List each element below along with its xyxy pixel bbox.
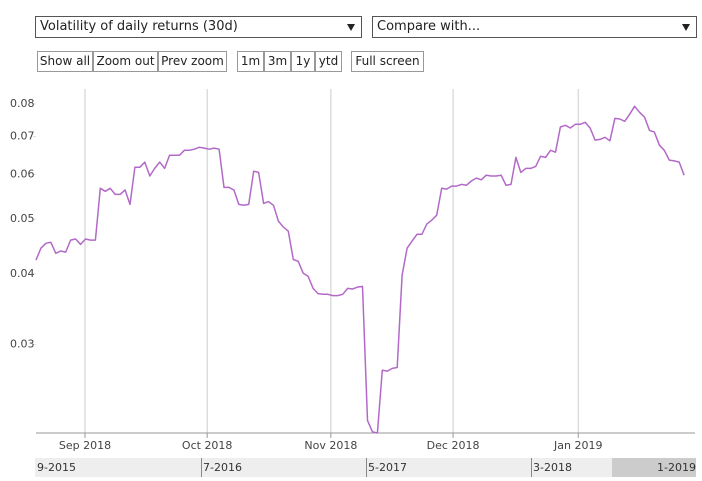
navigator-label: 3-2018 [533,461,572,474]
navigator-label: 9-2015 [37,461,76,474]
navigator-separator [201,458,202,477]
navigator-selection [612,458,696,477]
show-all-button[interactable]: Show all [37,51,93,72]
x-tick-label: Sep 2018 [59,439,111,452]
y-tick-label: 0.05 [10,212,35,225]
metric-select[interactable]: Volatility of daily returns (30d) [35,16,362,38]
x-tick-label: Oct 2018 [182,439,233,452]
x-tick-label: Dec 2018 [427,439,480,452]
chart: Sep 2018 Oct 2018 Nov 2018 Dec 2018 Jan 2019… [10,89,695,452]
range-3m-button[interactable]: 3m [264,51,291,72]
fullscreen-button[interactable]: Full screen [351,51,424,72]
x-tick-label: Nov 2018 [304,439,357,452]
compare-select-label: Compare with... [377,19,481,34]
navigator-label: 7-2016 [203,461,242,474]
range-1y-button[interactable]: 1y [291,51,315,72]
y-tick-label: 0.08 [10,97,35,110]
zoom-out-button[interactable]: Zoom out [93,51,158,72]
y-tick-label: 0.06 [10,167,35,180]
metric-select-label: Volatility of daily returns (30d) [40,19,238,34]
compare-select[interactable]: Compare with... [372,16,697,38]
prev-zoom-button[interactable]: Prev zoom [158,51,227,72]
data-line [35,105,685,434]
navigator-label: 5-2017 [368,461,407,474]
navigator[interactable]: 9-2015 7-2016 5-2017 3-2018 1-2019 [35,458,696,477]
dropdown-arrow [347,24,355,31]
range-ytd-button[interactable]: ytd [315,51,342,72]
navigator-separator [366,458,367,477]
navigator-label: 1-2019 [657,461,696,474]
dropdown-arrow [682,24,690,31]
range-1m-button[interactable]: 1m [237,51,264,72]
navigator-separator [531,458,532,477]
x-tick-label: Jan 2019 [553,439,602,452]
y-tick-label: 0.03 [10,337,35,350]
y-tick-label: 0.07 [10,130,35,143]
y-tick-label: 0.04 [10,267,35,280]
